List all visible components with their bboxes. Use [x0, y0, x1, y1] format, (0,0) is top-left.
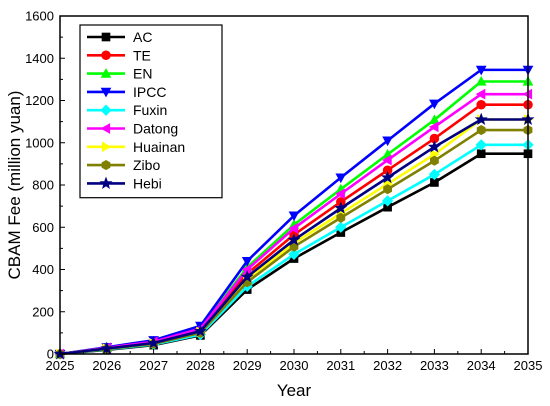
x-tick-label: 2031 [326, 358, 355, 373]
axis-ticks: 2025 2026 2027 2028 2029 2030 2031 2032 2033 2034… [25, 9, 542, 374]
x-tick-label: 2032 [373, 358, 402, 373]
x-tick-label: 2035 [514, 358, 543, 373]
legend-item-hebi: Hebi [87, 175, 162, 191]
legend-label-te: TE [133, 47, 151, 63]
y-tick-label: 1200 [25, 93, 54, 108]
x-tick-label: 2026 [92, 358, 121, 373]
data-point-fuxin [288, 248, 300, 260]
data-point-ipcc [429, 99, 440, 110]
legend-label-fuxin: Fuxin [133, 102, 167, 118]
data-point-zibo [476, 125, 486, 136]
legend-label-en: EN [133, 66, 152, 82]
x-tick-label: 2028 [186, 358, 215, 373]
legend-item-datong: Datong [87, 121, 178, 137]
y-tick-label: 600 [32, 220, 54, 235]
legend-marker-ipcc [100, 87, 112, 98]
data-point-hebi [474, 112, 488, 126]
x-tick-label: 2030 [280, 358, 309, 373]
legend-marker-en [100, 68, 112, 78]
data-point-en [475, 75, 487, 86]
y-tick-label: 200 [32, 304, 54, 319]
legend-item-huainan: Huainan [87, 139, 185, 155]
y-tick-label: 0 [47, 347, 54, 362]
y-tick-label: 1400 [25, 51, 54, 66]
data-point-hebi [193, 324, 207, 337]
legend-label-hebi: Hebi [133, 175, 162, 191]
data-point-ipcc [335, 173, 347, 184]
legend-marker-huainan [101, 141, 112, 153]
plot-frame [59, 15, 529, 355]
legend-item-en: EN [87, 66, 152, 82]
x-tick-label: 2033 [420, 358, 449, 373]
data-point-datong [475, 88, 486, 100]
data-point-fuxin [475, 139, 487, 151]
data-point-datong [428, 121, 439, 133]
legend-marker-ac [101, 32, 111, 42]
legend-label-datong: Datong [133, 121, 178, 137]
legend-marker-zibo [101, 160, 111, 171]
data-point-hebi [147, 336, 161, 349]
data-point-datong [288, 222, 299, 234]
legend-label-zibo: Zibo [133, 157, 160, 173]
data-point-datong [382, 154, 392, 166]
data-point-en [429, 114, 440, 125]
legend-label-ipcc: IPCC [133, 84, 166, 100]
data-point-zibo [383, 184, 392, 195]
data-point-fuxin [428, 168, 441, 181]
x-tick-label: 2029 [233, 358, 262, 373]
legend-item-fuxin: Fuxin [87, 102, 167, 118]
legend-label-ac: AC [133, 29, 152, 45]
data-point-datong [335, 188, 345, 200]
legend-marker-te [101, 50, 111, 61]
data-point-te [476, 99, 486, 110]
y-tick-label: 1000 [25, 135, 54, 150]
y-tick-label: 800 [32, 178, 54, 193]
legend: AC TE EN IPCC Fuxin Datong Huainan Zibo Hebi [79, 24, 223, 199]
data-point-hebi [427, 140, 441, 153]
y-tick-label: 1600 [25, 9, 54, 24]
legend-item-te: TE [87, 47, 151, 63]
data-point-hebi [334, 201, 348, 214]
x-tick-label: 2034 [467, 358, 496, 373]
legend-label-huainan: Huainan [133, 139, 185, 155]
legend-marker-hebi [99, 176, 113, 189]
data-point-fuxin [335, 221, 347, 233]
legend-marker-fuxin [100, 104, 112, 116]
data-point-hebi [381, 170, 395, 184]
legend-item-ipcc: IPCC [87, 84, 166, 100]
data-point-hebi [287, 233, 301, 246]
data-point-ipcc [241, 256, 253, 267]
data-point-ac [476, 149, 486, 159]
legend-marker-datong [100, 123, 111, 134]
x-tick-label: 2027 [139, 358, 168, 373]
y-tick-label: 400 [32, 262, 54, 277]
legend-item-zibo: Zibo [87, 157, 160, 173]
data-point-zibo [336, 212, 346, 223]
legend-item-ac: AC [87, 29, 152, 45]
data-point-fuxin [381, 195, 394, 207]
data-point-ipcc [475, 65, 487, 76]
data-point-hebi [240, 270, 254, 283]
x-tick-label: 2025 [46, 358, 75, 373]
data-point-zibo [430, 155, 439, 166]
y-axis-title: CBAM Fee (million yuan) [5, 91, 24, 280]
data-point-ipcc [288, 211, 300, 222]
x-axis-title: Year [277, 381, 312, 400]
data-point-ipcc [382, 136, 393, 147]
